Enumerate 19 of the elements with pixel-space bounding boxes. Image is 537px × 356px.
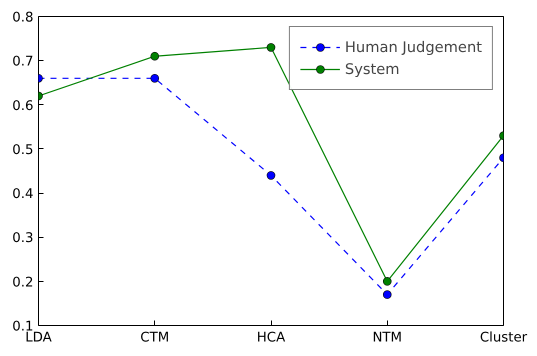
legend-label: System: [344, 60, 400, 78]
y-tick-label: 0.8: [12, 10, 34, 26]
x-tick-label: NTM: [372, 330, 402, 346]
y-tick-label: 0.7: [12, 54, 34, 70]
x-tick-label: Cluster: [480, 330, 528, 346]
point: [266, 43, 276, 52]
y-tick-label: 0.5: [12, 142, 34, 158]
y-tick-label: 0.2: [12, 275, 34, 290]
point: [150, 74, 160, 83]
y-tick-label: 0.3: [12, 231, 34, 246]
y-tick-label: 0.4: [12, 187, 34, 202]
x-tick-label: HCA: [256, 330, 286, 346]
point: [382, 277, 392, 286]
point: [150, 52, 160, 61]
point: [266, 171, 276, 180]
y-tick-label: 0.6: [12, 98, 34, 114]
point: [382, 290, 392, 299]
legend-label: Human Judgement: [344, 38, 482, 56]
x-tick-label: CTM: [140, 330, 170, 346]
